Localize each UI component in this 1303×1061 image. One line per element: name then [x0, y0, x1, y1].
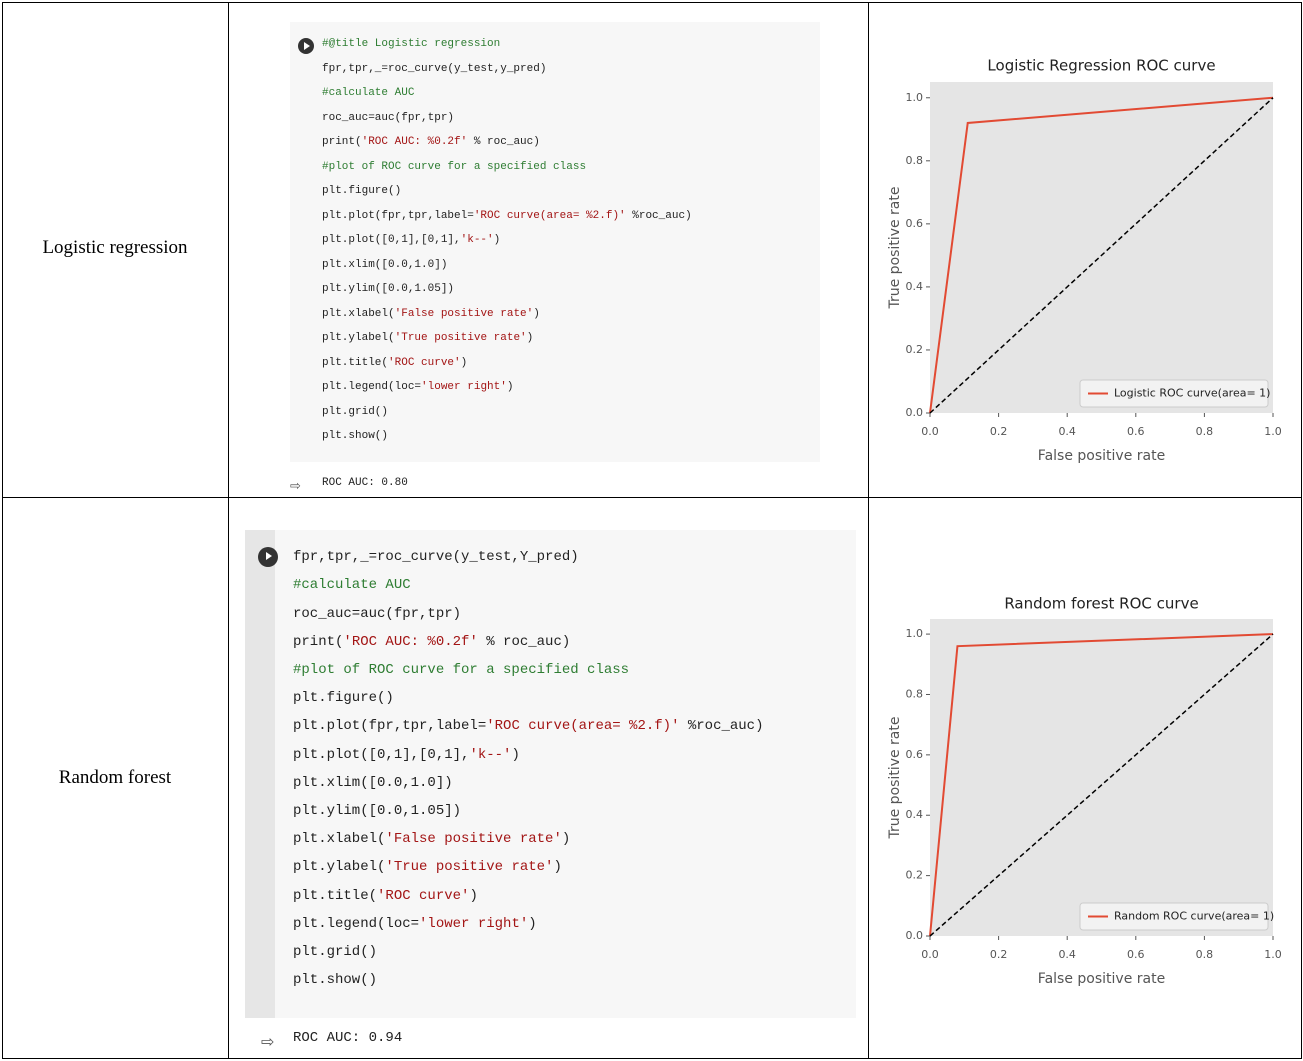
x-tick-label: 0.8 — [1196, 948, 1214, 961]
code-line: #@title Logistic regression — [322, 38, 500, 50]
code-line: plt.xlabel('False positive rate') — [293, 831, 570, 847]
x-tick-label: 1.0 — [1264, 425, 1282, 438]
code-line: #calculate AUC — [322, 87, 414, 99]
code-line: fpr,tpr,_=roc_curve(y_test,Y_pred) — [293, 549, 579, 565]
charts: Logistic Regression ROC curve False posit… — [0, 0, 1303, 1061]
code-line: plt.title('ROC curve') — [322, 357, 467, 369]
y-tick-label: 1.0 — [906, 627, 924, 640]
x-tick-label: 0.6 — [1127, 425, 1145, 438]
y-tick-label: 0.0 — [906, 929, 924, 942]
chart-title: Logistic Regression ROC curve — [987, 57, 1215, 75]
code-line: roc_auc=auc(fpr,tpr) — [322, 112, 454, 124]
plot-area — [930, 82, 1273, 413]
y-tick-label: 0.8 — [906, 154, 924, 167]
code-line: #calculate AUC — [293, 577, 411, 593]
x-axis-label: False positive rate — [1038, 971, 1165, 987]
legend-label: Logistic ROC curve(area= 1) — [1114, 387, 1270, 400]
code-output: ROC AUC: 0.80 — [322, 477, 408, 489]
y-tick-label: 0.0 — [906, 406, 924, 419]
plot-area — [930, 619, 1273, 936]
y-tick-label: 0.2 — [906, 343, 924, 356]
x-tick-label: 0.0 — [921, 425, 939, 438]
code-line: plt.ylabel('True positive rate') — [322, 332, 533, 344]
y-tick-label: 0.2 — [906, 869, 924, 882]
chart-title: Random forest ROC curve — [1004, 595, 1198, 613]
code-line: print('ROC AUC: %0.2f' % roc_auc) — [293, 634, 570, 650]
code-line: plt.ylim([0.0,1.05]) — [322, 283, 454, 295]
code-line: plt.plot([0,1],[0,1],'k--') — [293, 747, 520, 763]
y-tick-label: 0.8 — [906, 687, 924, 700]
x-tick-label: 0.6 — [1127, 948, 1145, 961]
y-axis-label: True positive rate — [887, 717, 903, 840]
code-line: plt.title('ROC curve') — [293, 888, 478, 904]
code-line: plt.show() — [293, 972, 377, 988]
code-line: plt.legend(loc='lower right') — [322, 381, 513, 393]
code-line: plt.xlim([0.0,1.0]) — [322, 259, 447, 271]
code-line: plt.xlim([0.0,1.0]) — [293, 775, 453, 791]
code-line: plt.figure() — [293, 690, 394, 706]
code-line: plt.grid() — [293, 944, 377, 960]
code-line: plt.figure() — [322, 185, 401, 197]
legend-label: Random ROC curve(area= 1) — [1114, 910, 1274, 923]
x-tick-label: 0.4 — [1058, 425, 1076, 438]
y-tick-label: 0.6 — [906, 217, 924, 230]
code-line: fpr,tpr,_=roc_curve(y_test,y_pred) — [322, 63, 546, 75]
code-line: #plot of ROC curve for a specified class — [293, 662, 629, 678]
x-tick-label: 0.0 — [921, 948, 939, 961]
code-line: roc_auc=auc(fpr,tpr) — [293, 606, 461, 622]
code-line: plt.plot(fpr,tpr,label='ROC curve(area= … — [322, 210, 692, 222]
code-line: plt.xlabel('False positive rate') — [322, 308, 540, 320]
page: Logistic regression Random forest ⇨ ⇨ Lo… — [0, 0, 1303, 1061]
code-line: plt.plot(fpr,tpr,label='ROC curve(area= … — [293, 718, 763, 734]
y-tick-label: 0.4 — [906, 280, 924, 293]
x-tick-label: 0.2 — [990, 425, 1008, 438]
code-line: plt.ylabel('True positive rate') — [293, 859, 562, 875]
x-tick-label: 0.2 — [990, 948, 1008, 961]
code-line: plt.grid() — [322, 406, 388, 418]
x-axis-label: False positive rate — [1038, 448, 1165, 464]
code-line: print('ROC AUC: %0.2f' % roc_auc) — [322, 136, 540, 148]
code-line: plt.plot([0,1],[0,1],'k--') — [322, 234, 500, 246]
y-axis-label: True positive rate — [887, 187, 903, 310]
y-tick-label: 1.0 — [906, 91, 924, 104]
x-tick-label: 1.0 — [1264, 948, 1282, 961]
code-line: #plot of ROC curve for a specified class — [322, 161, 586, 173]
x-tick-label: 0.8 — [1196, 425, 1214, 438]
x-tick-label: 0.4 — [1058, 948, 1076, 961]
y-tick-label: 0.6 — [906, 748, 924, 761]
y-tick-label: 0.4 — [906, 808, 924, 821]
code-line: plt.ylim([0.0,1.05]) — [293, 803, 461, 819]
code-line: plt.legend(loc='lower right') — [293, 916, 537, 932]
code-line: plt.show() — [322, 430, 388, 442]
code-output: ROC AUC: 0.94 — [293, 1030, 402, 1046]
